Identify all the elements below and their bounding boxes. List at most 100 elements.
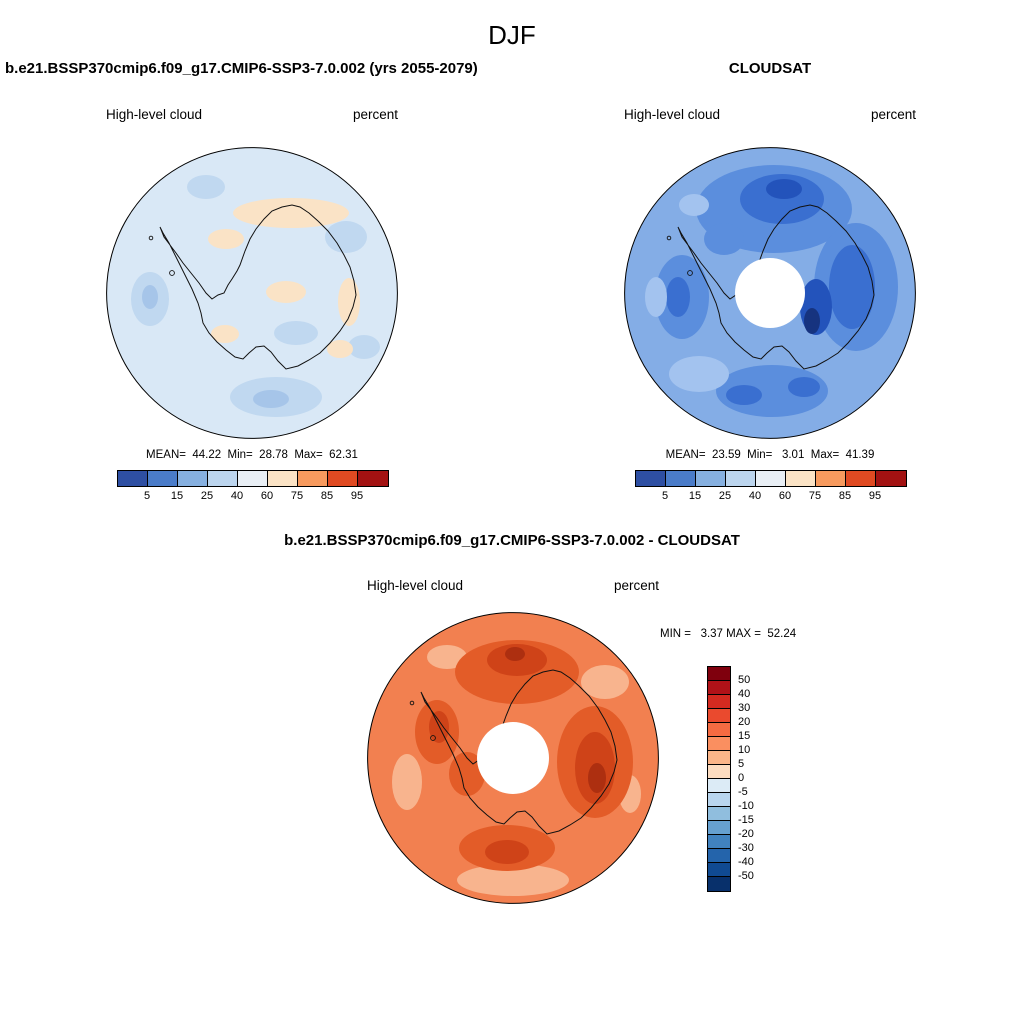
- obs-units-label: percent: [870, 107, 916, 122]
- diff-colorbar: 50 40 30 20 15 10 5 0 -5 -10 -15 -20 -30 -40 -50: [707, 666, 754, 892]
- colorbar-tick-label: 40: [748, 490, 762, 502]
- colorbar-tick-label: -20: [738, 828, 754, 840]
- colorbar-segment: [846, 471, 876, 486]
- colorbar-segment: [696, 471, 726, 486]
- colorbar-segment: [708, 807, 730, 821]
- model-colorbar: 5 15 25 40 60 75 85 95: [117, 470, 389, 503]
- colorbar-tick-label: 95: [868, 490, 882, 502]
- colorbar-segment: [708, 667, 730, 681]
- obs-colorbar: 5 15 25 40 60 75 85 95: [635, 470, 907, 503]
- model-map: [106, 147, 398, 439]
- colorbar-ticks: 5 15 25 40 60 75 85 95: [117, 487, 389, 503]
- colorbar-tick-label: 10: [738, 744, 751, 756]
- model-units-label: percent: [352, 107, 398, 122]
- model-stats: MEAN= 44.22 Min= 28.78 Max= 62.31: [146, 449, 358, 461]
- colorbar-segment: [268, 471, 298, 486]
- diff-field-label: High-level cloud: [367, 578, 464, 593]
- colorbar-tick-label: -5: [738, 786, 748, 798]
- colorbar-segment: [708, 695, 730, 709]
- model-map-svg: [106, 147, 398, 439]
- colorbar-segment: [298, 471, 328, 486]
- colorbar-tick-label: 0: [738, 772, 745, 784]
- model-field-row: High-level cloud percent: [106, 107, 398, 122]
- colorbar-tick-label: 60: [260, 490, 274, 502]
- colorbar-tick-label: 25: [200, 490, 214, 502]
- colorbar-tick-label: -50: [738, 870, 754, 882]
- colorbar-segment: [118, 471, 148, 486]
- colorbar-tick-label: 50: [738, 674, 751, 686]
- colorbar-tick-label: -15: [738, 814, 754, 826]
- colorbar-segment: [238, 471, 268, 486]
- colorbar-tick-label: 20: [738, 716, 751, 728]
- colorbar-segment: [708, 737, 730, 751]
- colorbar-bar: [635, 470, 907, 487]
- obs-field-row: High-level cloud percent: [624, 107, 916, 122]
- colorbar-tick-label: 5: [661, 490, 669, 502]
- colorbar-segment: [148, 471, 178, 486]
- colorbar-tick-label: 15: [688, 490, 702, 502]
- colorbar-segment: [786, 471, 816, 486]
- colorbar-tick-label: 40: [738, 688, 751, 700]
- colorbar-bar: [707, 666, 731, 892]
- colorbar-segment: [708, 877, 730, 891]
- colorbar-tick-label: 15: [170, 490, 184, 502]
- colorbar-tick-label: 75: [808, 490, 822, 502]
- diff-panel-title: b.e21.BSSP370cmip6.f09_g17.CMIP6-SSP3-7.…: [284, 532, 740, 549]
- obs-panel-title: CLOUDSAT: [728, 60, 812, 77]
- colorbar-tick-label: 30: [738, 702, 751, 714]
- colorbar-segment: [666, 471, 696, 486]
- diff-units-label: percent: [613, 578, 659, 593]
- obs-field-label: High-level cloud: [624, 107, 721, 122]
- colorbar-segment: [708, 751, 730, 765]
- colorbar-segment: [708, 793, 730, 807]
- colorbar-segment: [708, 681, 730, 695]
- colorbar-tick-label: -10: [738, 800, 754, 812]
- colorbar-bar: [117, 470, 389, 487]
- colorbar-tick-label: -30: [738, 842, 754, 854]
- colorbar-tick-label: 85: [320, 490, 334, 502]
- colorbar-segment: [708, 863, 730, 877]
- colorbar-tick-label: -40: [738, 856, 754, 868]
- colorbar-tick-label: 5: [738, 758, 745, 770]
- colorbar-segment: [708, 821, 730, 835]
- colorbar-tick-label: 40: [230, 490, 244, 502]
- colorbar-ticks: 5 15 25 40 60 75 85 95: [635, 487, 907, 503]
- obs-map: [624, 147, 916, 439]
- colorbar-tick-label: 5: [143, 490, 151, 502]
- colorbar-segment: [636, 471, 666, 486]
- colorbar-segment: [178, 471, 208, 486]
- model-field-label: High-level cloud: [106, 107, 203, 122]
- colorbar-tick-label: 85: [838, 490, 852, 502]
- pole-data-void: [477, 722, 549, 794]
- colorbar-segment: [708, 709, 730, 723]
- colorbar-segment: [708, 723, 730, 737]
- colorbar-segment: [328, 471, 358, 486]
- colorbar-segment: [756, 471, 786, 486]
- map-border: [367, 612, 659, 904]
- obs-stats: MEAN= 23.59 Min= 3.01 Max= 41.39: [665, 449, 875, 461]
- colorbar-segment: [708, 849, 730, 863]
- colorbar-segment: [708, 835, 730, 849]
- colorbar-segment: [358, 471, 388, 486]
- colorbar-tick-label: 25: [718, 490, 732, 502]
- diff-map-svg: [367, 612, 659, 904]
- page-title: DJF: [488, 20, 536, 50]
- colorbar-segment: [208, 471, 238, 486]
- colorbar-segment: [708, 779, 730, 793]
- map-border: [624, 147, 916, 439]
- model-panel-title: b.e21.BSSP370cmip6.f09_g17.CMIP6-SSP3-7.…: [5, 60, 478, 77]
- colorbar-segment: [726, 471, 756, 486]
- obs-map-svg: [624, 147, 916, 439]
- diff-stats: MIN = 3.37 MAX = 52.24: [660, 628, 797, 640]
- colorbar-tick-label: 60: [778, 490, 792, 502]
- colorbar-tick-label: 15: [738, 730, 751, 742]
- colorbar-segment: [876, 471, 906, 486]
- map-border: [106, 147, 398, 439]
- diff-field-row: High-level cloud percent: [367, 578, 659, 593]
- colorbar-segment: [816, 471, 846, 486]
- colorbar-tick-label: 95: [350, 490, 364, 502]
- colorbar-segment: [708, 765, 730, 779]
- colorbar-ticks: 50 40 30 20 15 10 5 0 -5 -10 -15 -20 -30 -40 -50: [738, 666, 782, 892]
- diff-map: [367, 612, 659, 904]
- colorbar-tick-label: 75: [290, 490, 304, 502]
